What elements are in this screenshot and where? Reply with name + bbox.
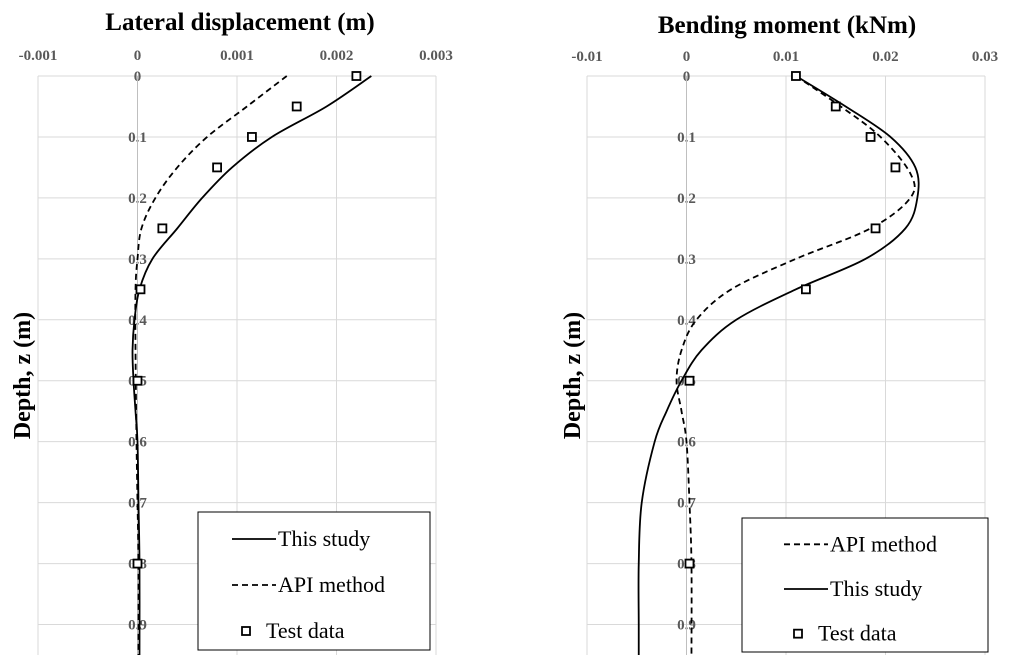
x-tick-label: 0.002 <box>320 48 354 64</box>
this-study-line <box>637 75 920 655</box>
x-tick-label: 0.001 <box>220 48 254 64</box>
test-data-marker <box>684 375 695 386</box>
x-tick-label: -0.001 <box>19 48 58 64</box>
test-data-marker <box>870 223 881 234</box>
test-data-marker <box>801 284 811 295</box>
legend-label: This study <box>830 576 922 601</box>
test-data-marker <box>351 71 362 81</box>
y-axis-label: Depth, z (m) <box>560 312 586 439</box>
test-data-marker <box>247 132 257 142</box>
chart-2: -0.0100.010.020.0300.10.20.30.40.50.60.7… <box>560 12 998 656</box>
chart-title: Bending moment (kNm) <box>658 12 916 39</box>
legend-box <box>741 517 989 653</box>
legend-label: This study <box>278 526 370 551</box>
chart-1: -0.00100.0010.0020.00300.10.20.30.40.50.… <box>10 9 453 656</box>
legend-label: API method <box>278 572 385 597</box>
chart-title: Lateral displacement (m) <box>105 9 374 36</box>
x-tick-label: 0.01 <box>773 49 799 65</box>
test-data-marker <box>890 162 901 173</box>
test-data-marker <box>132 375 143 386</box>
test-data-marker <box>830 101 841 112</box>
api-method-line <box>675 75 916 656</box>
legend-marker-square <box>241 626 251 636</box>
legend-box <box>197 511 431 651</box>
legend-marker-square <box>793 628 803 639</box>
test-data-marker <box>135 284 146 295</box>
x-tick-label: 0.02 <box>872 49 898 65</box>
x-tick-label: -0.01 <box>571 49 602 65</box>
api-method-line <box>134 75 288 656</box>
y-axis-label: Depth, z (m) <box>10 312 36 439</box>
test-data-marker <box>132 558 143 569</box>
x-tick-label: 0 <box>134 48 142 64</box>
legend-label: API method <box>830 531 937 556</box>
legend-label: Test data <box>818 621 897 646</box>
legend: API method This study Test data <box>741 517 989 653</box>
test-data-marker <box>291 101 302 112</box>
test-data-marker <box>684 558 695 569</box>
x-tick-label: 0.003 <box>419 48 453 64</box>
x-tick-label: 0.03 <box>972 49 998 65</box>
test-data-marker <box>791 71 801 81</box>
legend: This study API method Test data <box>197 511 431 651</box>
x-tick-label: 0 <box>683 49 691 65</box>
test-data-marker <box>157 223 168 234</box>
legend-label: Test data <box>266 618 345 643</box>
test-data-marker <box>865 132 876 142</box>
test-data-marker <box>212 162 223 173</box>
